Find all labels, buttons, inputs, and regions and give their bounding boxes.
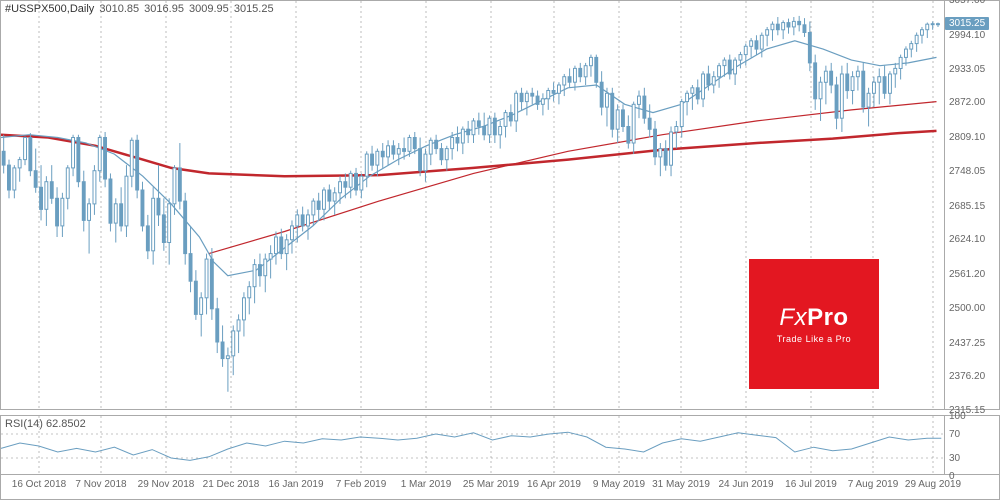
- xaxis-tick: 31 May 2019: [652, 479, 710, 490]
- xaxis-tick: 7 Feb 2019: [336, 479, 387, 490]
- rsi-label: RSI(14) 62.8502: [5, 418, 86, 430]
- yaxis-tick: 2500.00: [949, 303, 985, 314]
- xaxis-tick: 29 Nov 2018: [138, 479, 195, 490]
- time-x-axis: 16 Oct 2018 7 Nov 2018 29 Nov 2018 21 Dec 2…: [0, 475, 1000, 500]
- ohlc-close: 3015.25: [234, 3, 274, 15]
- xaxis-tick: 24 Jun 2019: [718, 479, 773, 490]
- xaxis-tick: 16 Oct 2018: [12, 479, 66, 490]
- ohlc-open: 3010.85: [99, 3, 139, 15]
- symbol-label: #USSPX500,Daily: [5, 3, 94, 15]
- rsi-y-axis: 03070100: [945, 415, 1000, 475]
- logo-prefix: Fx: [779, 304, 807, 331]
- yaxis-tick: 2933.05: [949, 64, 985, 75]
- yaxis-tick: 2561.20: [949, 269, 985, 280]
- xaxis-tick: 16 Apr 2019: [527, 479, 581, 490]
- yaxis-tick: 2376.20: [949, 371, 985, 382]
- rsi-yaxis-tick: 30: [949, 453, 960, 464]
- yaxis-tick: 2685.15: [949, 201, 985, 212]
- logo-tagline: Trade Like a Pro: [777, 334, 851, 344]
- rsi-svg: [1, 416, 946, 476]
- ohlc-high: 3016.95: [144, 3, 184, 15]
- logo-brand: FxPro: [779, 304, 848, 332]
- broker-logo: FxPro Trade Like a Pro: [749, 259, 879, 389]
- yaxis-tick: 2437.25: [949, 338, 985, 349]
- rsi-yaxis-tick: 100: [949, 411, 966, 422]
- xaxis-tick: 29 Aug 2019: [905, 479, 961, 490]
- price-chart-panel[interactable]: #USSPX500,Daily 3010.85 3016.95 3009.95 …: [0, 0, 945, 410]
- yaxis-tick: 2872.00: [949, 97, 985, 108]
- xaxis-tick: 16 Jul 2019: [785, 479, 837, 490]
- rsi-panel[interactable]: RSI(14) 62.8502: [0, 415, 945, 475]
- yaxis-tick: 3057.00: [949, 0, 985, 6]
- logo-suffix: Pro: [807, 304, 849, 331]
- xaxis-tick: 7 Nov 2018: [75, 479, 126, 490]
- chart-header: #USSPX500,Daily 3010.85 3016.95 3009.95 …: [5, 3, 276, 15]
- xaxis-tick: 1 Mar 2019: [401, 479, 452, 490]
- xaxis-tick: 16 Jan 2019: [268, 479, 323, 490]
- yaxis-tick: 2994.10: [949, 30, 985, 41]
- ohlc-low: 3009.95: [189, 3, 229, 15]
- last-price-badge: 3015.25: [945, 17, 989, 30]
- xaxis-tick: 21 Dec 2018: [203, 479, 260, 490]
- price-y-axis: 3057.00 2994.10 2933.05 2872.00 2809.10 2748.…: [945, 0, 1000, 410]
- xaxis-tick: 7 Aug 2019: [848, 479, 899, 490]
- xaxis-tick: 9 May 2019: [593, 479, 645, 490]
- yaxis-tick: 2809.10: [949, 132, 985, 143]
- rsi-yaxis-tick: 70: [949, 429, 960, 440]
- yaxis-tick: 2624.10: [949, 234, 985, 245]
- xaxis-tick: 25 Mar 2019: [463, 479, 519, 490]
- yaxis-tick: 2748.05: [949, 166, 985, 177]
